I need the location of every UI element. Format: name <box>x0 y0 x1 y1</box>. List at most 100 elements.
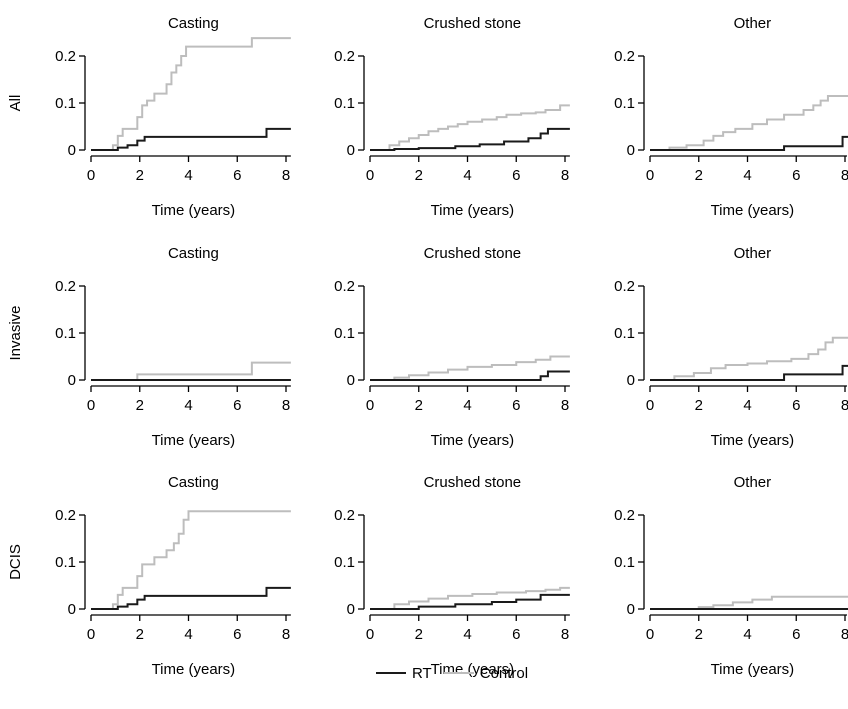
panel-invasive-other-x-tick-label: 2 <box>695 397 703 414</box>
panel-dcis-casting-x-tick-label: 8 <box>282 626 290 643</box>
panel-all-casting-x-label: Time (years) <box>152 202 236 219</box>
panel-dcis-crushed-stone-x-tick-label: 6 <box>512 626 520 643</box>
panel-invasive-crushed-stone-x-tick-label: 8 <box>561 397 569 414</box>
panel-dcis-other-y-tick-label: 0.2 <box>614 507 635 524</box>
panel-all-other-x-tick-label: 4 <box>743 167 751 184</box>
panel-all-other-y-tick-label: 0.1 <box>614 95 635 112</box>
panel-dcis-casting-series-rt <box>91 586 291 610</box>
panel-invasive-other-title: Other <box>734 245 772 262</box>
panel-dcis-casting-x-tick-label: 0 <box>87 626 95 643</box>
panel-invasive-casting-y-tick-label: 0 <box>68 372 76 389</box>
panel-invasive-casting-y-tick-label: 0.1 <box>55 325 76 342</box>
panel-invasive-casting-series-control <box>91 361 291 381</box>
panel-all-other-title: Other <box>734 15 772 32</box>
panel-dcis-other-x-tick-label: 4 <box>743 626 751 643</box>
panel-all-crushed-stone-x-tick-label: 0 <box>366 167 374 184</box>
legend-label-control: Control <box>479 664 529 682</box>
panel-all-crushed-stone-x-tick-label: 8 <box>561 167 569 184</box>
panel-dcis-other-title: Other <box>734 474 772 491</box>
panel-invasive-crushed-stone-series-rt <box>370 370 570 381</box>
panel-all-other-x-label: Time (years) <box>711 202 795 219</box>
panel-invasive-other-y-tick-label: 0.1 <box>614 325 635 342</box>
panel-dcis-crushed-stone-y-tick-label: 0 <box>347 601 355 618</box>
panel-invasive-crushed-stone-x-label: Time (years) <box>431 432 515 449</box>
panel-all-other-y-tick-label: 0.2 <box>614 48 635 65</box>
panel-invasive-crushed-stone-y-tick-label: 0.2 <box>334 278 355 295</box>
panel-dcis-crushed-stone-x-tick-label: 8 <box>561 626 569 643</box>
panel-dcis-other-x-tick-label: 6 <box>792 626 800 643</box>
panel-all-casting-x-tick-label: 6 <box>233 167 241 184</box>
legend-item-rt: RT <box>376 665 432 682</box>
panel-dcis-crushed-stone-series-control <box>370 586 570 610</box>
panel-dcis-casting-y-tick-label: 0.2 <box>55 507 76 524</box>
panel-invasive-casting-x-tick-label: 2 <box>136 397 144 414</box>
legend-label-rt: RT <box>412 664 432 682</box>
panel-invasive-crushed-stone-y-tick-label: 0 <box>347 372 355 389</box>
panel-invasive-casting-x-tick-label: 0 <box>87 397 95 414</box>
panel-all-casting-x-tick-label: 8 <box>282 167 290 184</box>
panel-all-crushed-stone-y-tick-label: 0.1 <box>334 95 355 112</box>
panel-all-casting-x-tick-label: 4 <box>184 167 192 184</box>
panel-all-other-x-tick-label: 8 <box>841 167 848 184</box>
panel-all-crushed-stone-title: Crushed stone <box>424 15 522 32</box>
panel-dcis-crushed-stone-y-tick-label: 0.1 <box>334 554 355 571</box>
panel-invasive-crushed-stone-series-control <box>370 355 570 381</box>
panel-invasive-crushed-stone-y-tick-label: 0.1 <box>334 325 355 342</box>
panel-dcis-other-x-tick-label: 2 <box>695 626 703 643</box>
panel-dcis-crushed-stone-y-tick-label: 0.2 <box>334 507 355 524</box>
panel-all-crushed-stone-y-tick-label: 0 <box>347 142 355 159</box>
panel-all-casting-series-rt <box>91 127 291 151</box>
panel-dcis-casting-title: Casting <box>168 474 219 491</box>
panel-all-casting-y-tick-label: 0.2 <box>55 48 76 65</box>
panel-invasive-crushed-stone-title: Crushed stone <box>424 245 522 262</box>
panel-all-casting-y-tick-label: 0 <box>68 142 76 159</box>
panel-invasive-casting-title: Casting <box>168 245 219 262</box>
panel-dcis-casting-y-tick-label: 0 <box>68 601 76 618</box>
panel-all-crushed-stone-series-rt <box>370 127 570 151</box>
panel-all-crushed-stone-x-tick-label: 2 <box>415 167 423 184</box>
panel-all-other-x-tick-label: 2 <box>695 167 703 184</box>
panel-all-other-x-tick-label: 6 <box>792 167 800 184</box>
panel-invasive-casting-x-tick-label: 4 <box>184 397 192 414</box>
panel-invasive-crushed-stone-x-tick-label: 0 <box>366 397 374 414</box>
panel-dcis-casting-y-tick-label: 0.1 <box>55 554 76 571</box>
panel-invasive-other-series-control <box>650 336 848 381</box>
panel-invasive-other-series-rt <box>650 364 848 381</box>
panel-dcis-other-x-tick-label: 0 <box>646 626 654 643</box>
panel-dcis-other-x-tick-label: 8 <box>841 626 848 643</box>
panel-dcis-casting-x-label: Time (years) <box>152 661 236 678</box>
panel-invasive-casting-y-tick-label: 0.2 <box>55 278 76 295</box>
panel-dcis-crushed-stone-x-tick-label: 2 <box>415 626 423 643</box>
panel-invasive-other-x-tick-label: 6 <box>792 397 800 414</box>
panel-invasive-crushed-stone-x-tick-label: 2 <box>415 397 423 414</box>
legend-swatch-rt <box>376 672 406 674</box>
panel-dcis-crushed-stone-title: Crushed stone <box>424 474 522 491</box>
row-label-dcis: DCIS <box>7 544 24 580</box>
panel-all-crushed-stone-y-tick-label: 0.2 <box>334 48 355 65</box>
panel-invasive-other-x-tick-label: 8 <box>841 397 848 414</box>
panel-all-crushed-stone-x-tick-label: 4 <box>463 167 471 184</box>
panel-invasive-crushed-stone-x-tick-label: 4 <box>463 397 471 414</box>
panel-dcis-crushed-stone-x-tick-label: 0 <box>366 626 374 643</box>
row-label-invasive: Invasive <box>7 305 24 360</box>
legend-swatch-control <box>443 672 474 674</box>
panel-dcis-crushed-stone-series-rt <box>370 593 570 610</box>
panel-dcis-casting-x-tick-label: 6 <box>233 626 241 643</box>
panel-invasive-casting-x-tick-label: 8 <box>282 397 290 414</box>
panel-dcis-other-x-label: Time (years) <box>711 661 795 678</box>
legend-item-control: Control <box>443 664 529 682</box>
panel-all-casting-series-control <box>91 37 291 151</box>
panel-all-crushed-stone-x-tick-label: 6 <box>512 167 520 184</box>
legend: RT Control <box>376 662 540 684</box>
panel-invasive-crushed-stone-x-tick-label: 6 <box>512 397 520 414</box>
row-label-all: All <box>7 95 24 112</box>
panel-all-other-x-tick-label: 0 <box>646 167 654 184</box>
panel-all-other-y-tick-label: 0 <box>627 142 635 159</box>
panel-dcis-other-series-control <box>650 595 848 610</box>
panel-invasive-casting-x-tick-label: 6 <box>233 397 241 414</box>
panel-all-casting-x-tick-label: 0 <box>87 167 95 184</box>
panel-dcis-casting-x-tick-label: 2 <box>136 626 144 643</box>
panel-all-other-series-rt <box>650 135 848 151</box>
panel-dcis-casting-series-control <box>91 510 291 610</box>
